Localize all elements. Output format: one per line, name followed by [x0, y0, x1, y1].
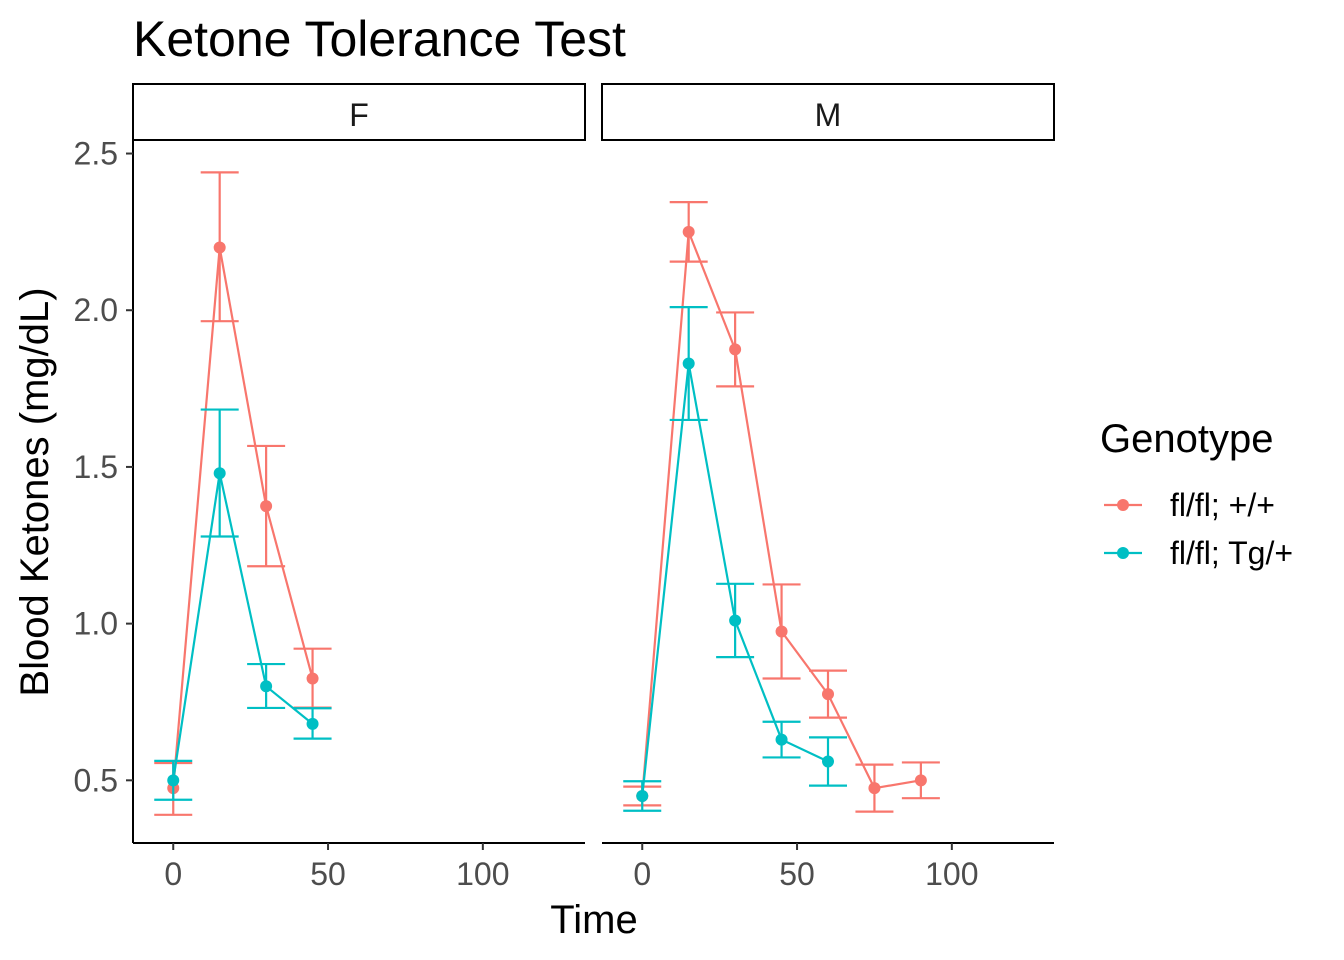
data-point: [914, 774, 927, 787]
series-line: [641, 363, 829, 797]
legend-key-point: [1117, 547, 1129, 559]
legend-title: Genotype: [1100, 417, 1273, 461]
y-tick-label: 2.0: [74, 292, 118, 328]
legend-item: fl/fl; Tg/+: [1104, 535, 1293, 571]
data-point: [868, 782, 881, 795]
series: [154, 408, 332, 801]
chart-title: Ketone Tolerance Test: [133, 11, 626, 67]
series: [623, 305, 847, 812]
x-axis-label: Time: [550, 898, 637, 942]
data-point: [260, 500, 273, 513]
y-tick-label: 0.5: [74, 762, 118, 798]
legend-label: fl/fl; +/+: [1170, 487, 1275, 523]
legend-key-point: [1117, 499, 1129, 511]
data-point: [306, 717, 319, 730]
data-point: [729, 343, 742, 356]
y-tick-label: 1.0: [74, 606, 118, 642]
series: [623, 201, 940, 813]
facet-panel-m: M 0 50 100: [601, 83, 1055, 892]
facet-strip: [132, 83, 586, 141]
data-point: [167, 774, 180, 787]
facet-strip: [601, 83, 1055, 141]
legend: fl/fl; +/+ fl/fl; Tg/+: [1104, 487, 1293, 571]
series-line: [172, 472, 314, 781]
data-point: [822, 755, 834, 768]
data-point: [729, 614, 742, 627]
x-tick-label: 100: [925, 856, 978, 892]
data-point: [682, 357, 695, 370]
data-point: [822, 688, 834, 701]
y-axis: 0.5 1.0 1.5 2.0 2.5: [74, 136, 134, 843]
data-point: [213, 467, 226, 480]
x-tick-label: 50: [779, 856, 815, 892]
series-line: [641, 231, 922, 797]
x-tick-label: 100: [456, 856, 509, 892]
data-point: [682, 225, 695, 238]
x-tick-label: 0: [633, 856, 651, 892]
x-tick-label: 0: [164, 856, 182, 892]
data-point: [775, 625, 788, 638]
facet-strip-label: F: [349, 97, 369, 133]
series-line: [172, 247, 314, 789]
x-tick-label: 50: [310, 856, 346, 892]
data-point: [260, 680, 273, 693]
data-point: [213, 241, 226, 254]
facet-strip-label: M: [815, 97, 842, 133]
y-tick-label: 1.5: [74, 449, 118, 485]
series: [154, 171, 332, 816]
y-tick-label: 2.5: [74, 136, 118, 172]
legend-label: fl/fl; Tg/+: [1170, 535, 1293, 571]
legend-item: fl/fl; +/+: [1104, 487, 1275, 523]
facet-panel-f: F 0 50 100: [132, 83, 586, 892]
y-axis-label: Blood Ketones (mg/dL): [13, 287, 57, 696]
data-point: [636, 789, 649, 802]
data-point: [306, 672, 319, 685]
data-point: [775, 733, 788, 746]
